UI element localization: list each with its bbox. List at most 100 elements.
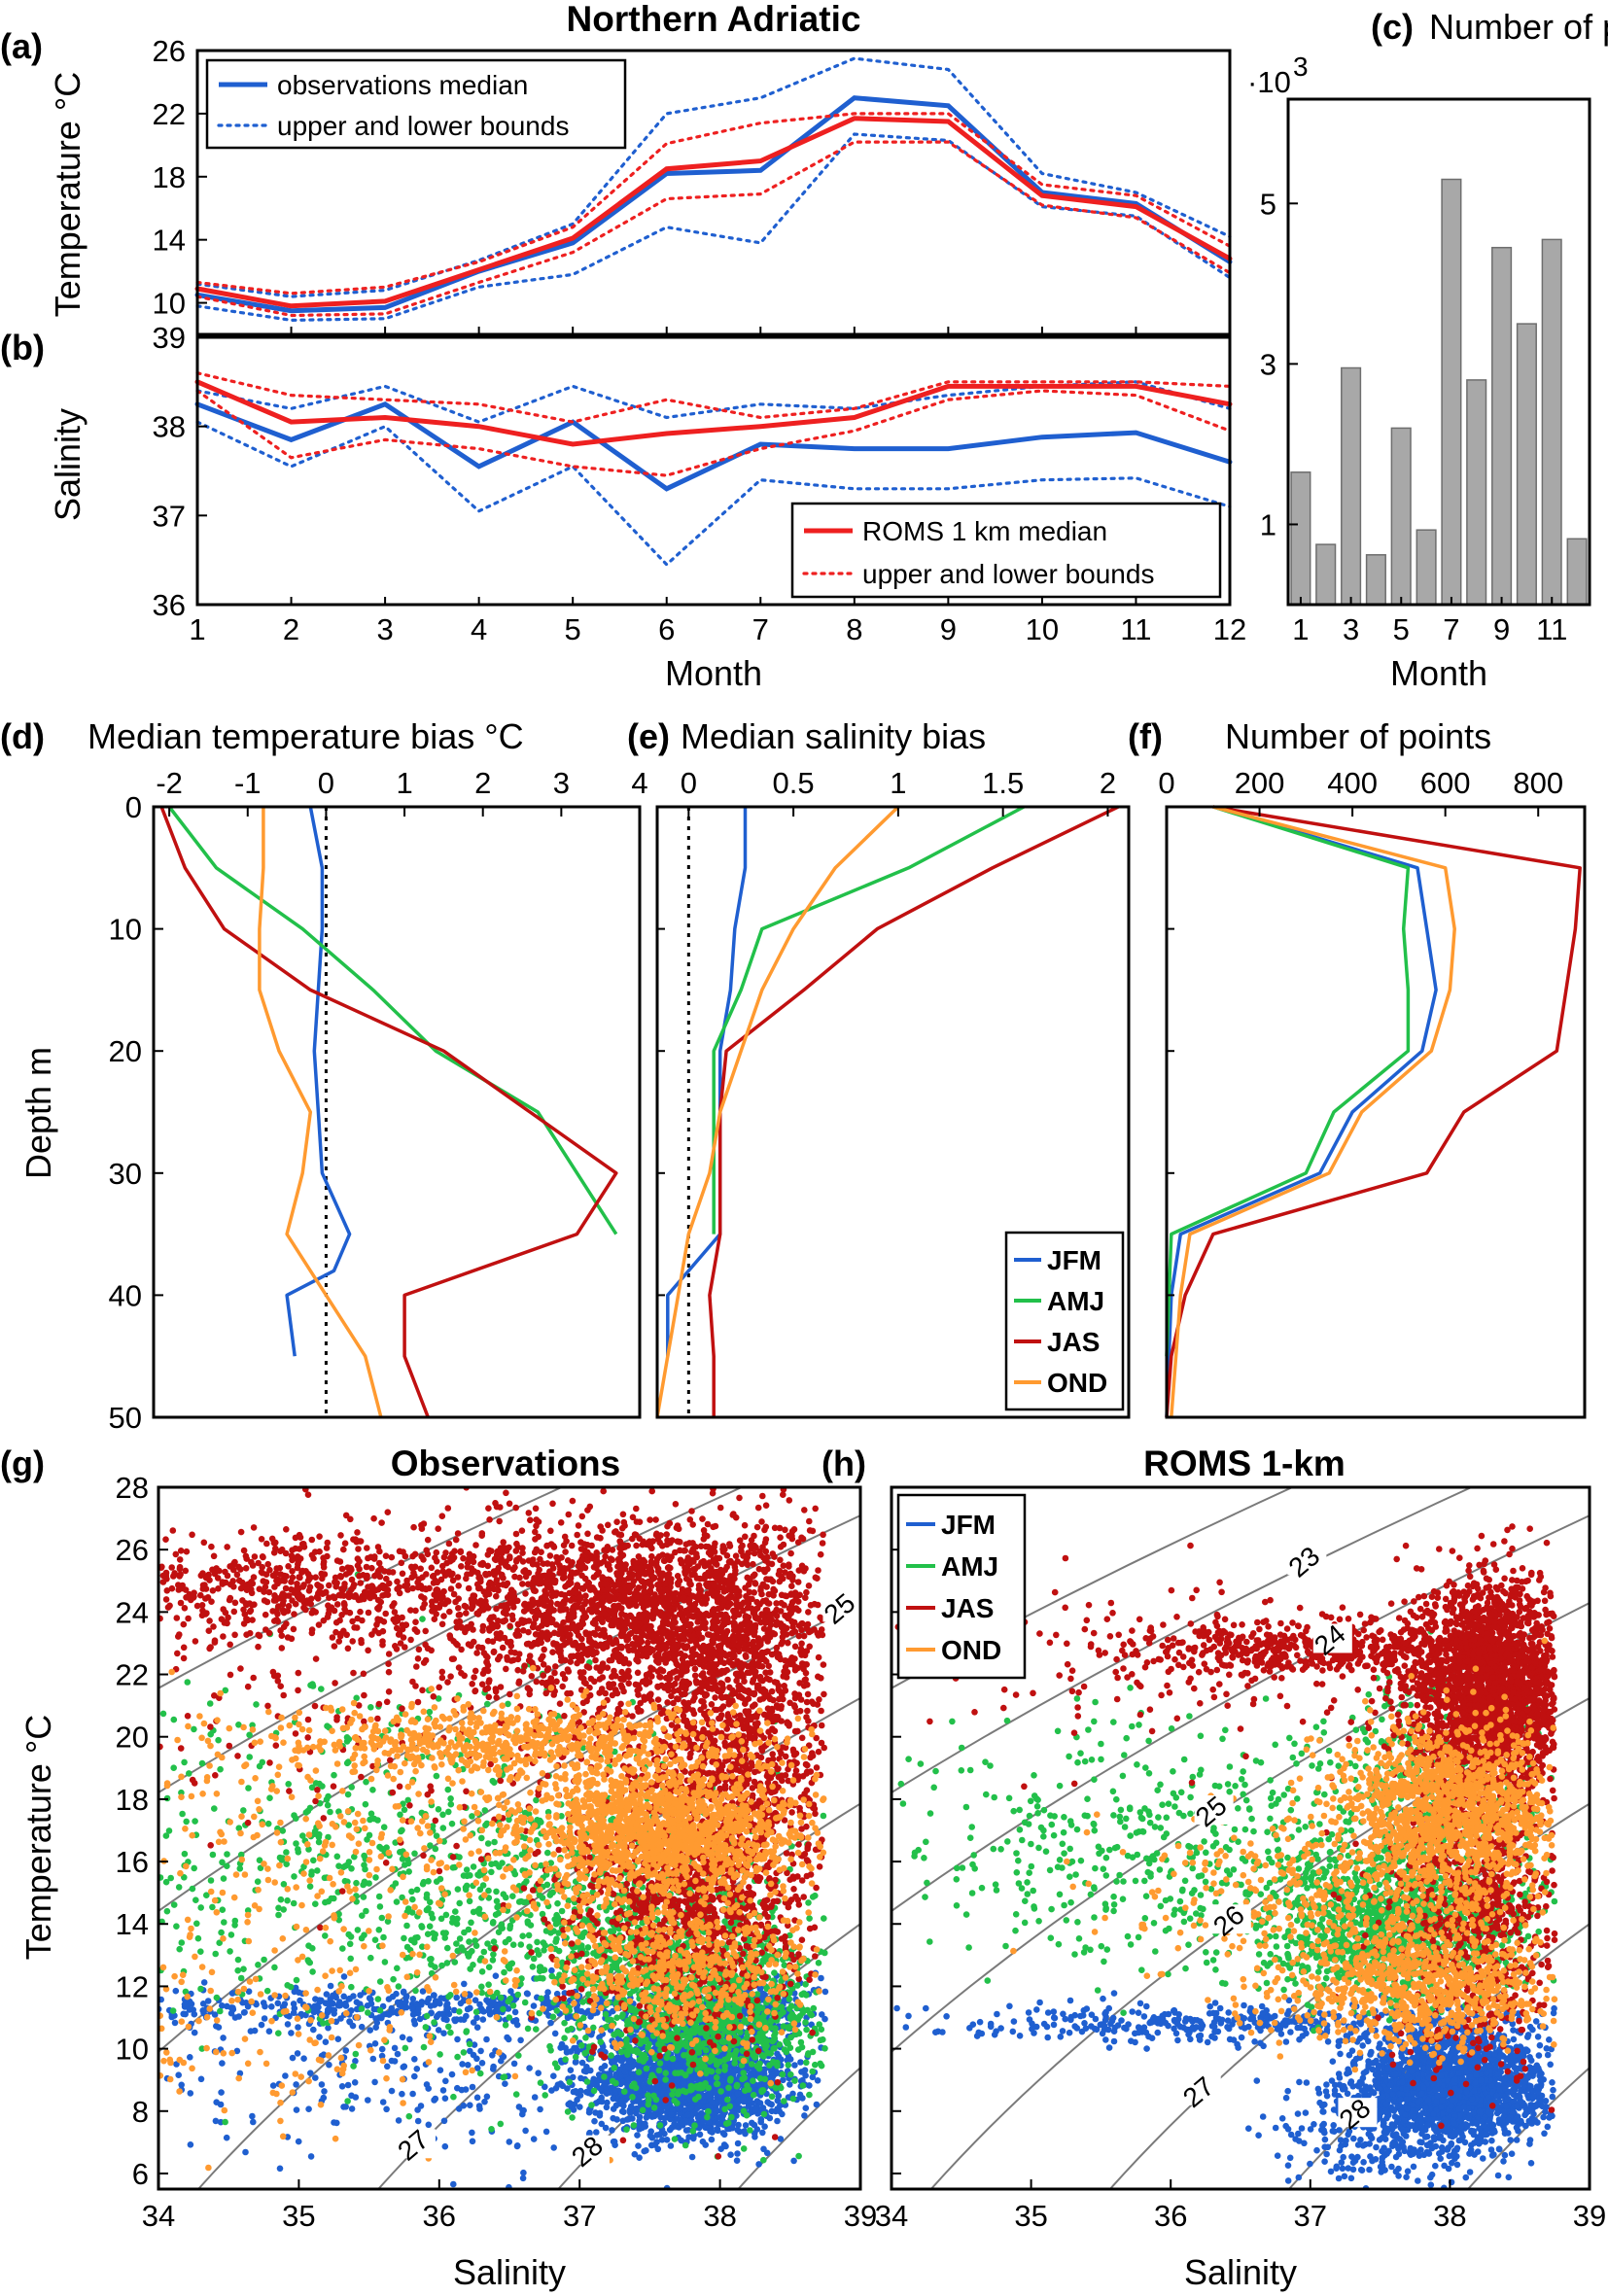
g-point-AMJ	[572, 2053, 579, 2061]
g-point-AMJ	[506, 1935, 512, 1943]
g-point-AMJ	[456, 2008, 463, 2015]
c-xtick-label: 7	[1443, 612, 1459, 646]
g-point-AMJ	[376, 2006, 384, 2014]
g-point-AMJ	[795, 2046, 802, 2053]
g-point-AMJ	[669, 2055, 677, 2063]
g-point-AMJ	[613, 2014, 620, 2021]
g-point-JFM	[465, 2062, 472, 2069]
g-point-JFM	[258, 2021, 265, 2029]
g-point-AMJ	[705, 2107, 712, 2115]
g-point-JFM	[337, 2015, 344, 2022]
g-point-AMJ	[810, 2004, 818, 2012]
g-point-JFM	[787, 2056, 794, 2063]
g-point-JFM	[288, 2030, 295, 2036]
g-point-AMJ	[280, 1906, 288, 1913]
g-point-JFM	[530, 2002, 538, 2009]
g-point-AMJ	[426, 1923, 434, 1930]
g-point-JFM	[513, 2142, 521, 2150]
g-point-JFM	[312, 2074, 319, 2081]
g-point-AMJ	[623, 2035, 630, 2043]
g-point-JFM	[542, 2128, 550, 2136]
g-point-AMJ	[375, 1927, 383, 1933]
f-xtick-label: 800	[1513, 766, 1563, 800]
a-series-line-5	[195, 140, 1232, 318]
b-legend-box	[790, 502, 1222, 599]
g-point-AMJ	[466, 2040, 473, 2048]
g-point-AMJ	[787, 2070, 794, 2078]
g-point-JFM	[473, 2094, 481, 2102]
g-point-AMJ	[390, 1975, 397, 1983]
g-point-AMJ	[542, 2092, 548, 2099]
g-point-JFM	[813, 2101, 821, 2108]
g-point-AMJ	[217, 1765, 224, 1773]
g-point-JFM	[603, 2090, 611, 2097]
b-xtick-label: 4	[471, 612, 487, 646]
g-point-JFM	[648, 2141, 656, 2149]
g-point-JFM	[358, 2023, 366, 2031]
g-point-AMJ	[432, 1845, 439, 1853]
g-point-AMJ	[371, 1936, 379, 1943]
g-point-AMJ	[308, 1868, 316, 1875]
g-point-JFM	[714, 2125, 721, 2133]
g-point-AMJ	[493, 1888, 500, 1896]
g-point-AMJ	[750, 2091, 757, 2099]
g-point-JFM	[290, 2000, 297, 2007]
g-point-AMJ	[295, 1846, 301, 1853]
g-point-AMJ	[731, 2050, 739, 2058]
g-point-AMJ	[352, 2050, 360, 2058]
d-ytick-label: 10	[109, 913, 142, 947]
g-point-JFM	[326, 2061, 332, 2069]
g-point-JFM	[443, 2016, 450, 2024]
g-point-JFM	[293, 2081, 299, 2088]
g-point-JFM	[461, 1980, 468, 1988]
g-point-AMJ	[307, 1682, 314, 1688]
g-point-JFM	[602, 2124, 610, 2132]
g-point-AMJ	[743, 2111, 751, 2119]
g-point-JFM	[383, 2105, 390, 2113]
g-point-AMJ	[558, 1907, 566, 1915]
g-point-AMJ	[636, 2056, 643, 2064]
g-point-JFM	[399, 2034, 406, 2041]
g-point-JFM	[393, 1990, 400, 1998]
g-point-AMJ	[439, 1825, 447, 1831]
g-point-JFM	[734, 2090, 741, 2098]
g-point-AMJ	[505, 1700, 511, 1708]
g-point-AMJ	[408, 1888, 415, 1896]
g-point-JFM	[342, 2047, 350, 2054]
g-point-AMJ	[803, 2026, 810, 2034]
c-bar-9	[1491, 246, 1513, 606]
g-point-AMJ	[452, 1908, 459, 1915]
g-point-JFM	[460, 2102, 468, 2109]
g-point-JFM	[448, 2070, 456, 2078]
g-point-AMJ	[623, 2126, 630, 2133]
g-point-AMJ	[715, 2068, 722, 2074]
g-point-AMJ	[423, 2012, 431, 2020]
g-point-JFM	[475, 2103, 483, 2109]
g-point-JFM	[345, 1996, 353, 2002]
g-point-JFM	[775, 2053, 783, 2060]
g-point-AMJ	[401, 1934, 407, 1942]
g-point-AMJ	[633, 2047, 641, 2054]
g-point-JFM	[305, 2105, 312, 2112]
g-point-JFM	[593, 2129, 600, 2136]
g-point-JFM	[219, 2060, 226, 2067]
g-point-AMJ	[502, 2022, 509, 2029]
g-point-AMJ	[699, 2084, 706, 2092]
g-point-JFM	[485, 2004, 493, 2012]
g-point-AMJ	[816, 2021, 822, 2028]
g-point-JFM	[371, 2078, 378, 2086]
g-point-AMJ	[562, 2056, 569, 2063]
g-point-AMJ	[314, 1867, 321, 1874]
g-point-AMJ	[650, 2092, 657, 2100]
g-point-AMJ	[227, 1931, 235, 1938]
g-point-AMJ	[266, 1794, 273, 1801]
g-point-JFM	[437, 2000, 443, 2007]
g-point-JFM	[551, 2030, 559, 2037]
g-point-JFM	[530, 2136, 538, 2142]
g-point-JFM	[517, 2036, 524, 2044]
g-point-AMJ	[820, 2035, 826, 2043]
g-point-AMJ	[197, 1948, 204, 1955]
g-point-AMJ	[717, 2088, 724, 2095]
g-point-JFM	[520, 2169, 527, 2176]
g-point-JFM	[297, 1997, 303, 2004]
